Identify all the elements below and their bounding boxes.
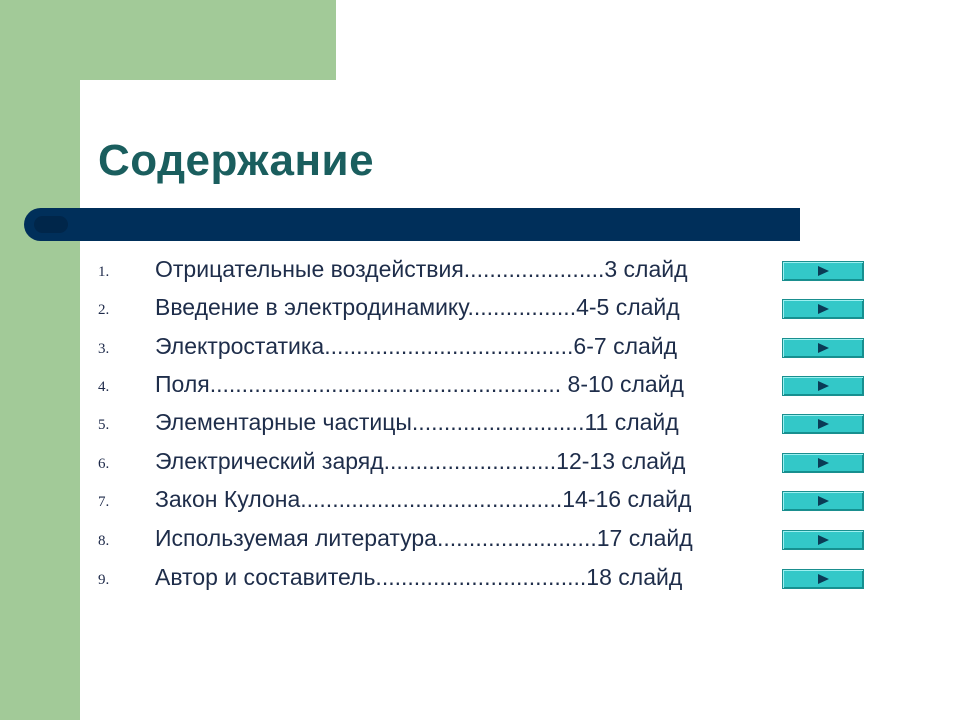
play-arrow-icon — [818, 496, 829, 506]
slide-title: Содержание — [98, 136, 375, 185]
toc-item-label: Автор и составитель.....................… — [155, 564, 683, 590]
toc-item-label: Поля....................................… — [155, 371, 684, 397]
play-arrow-icon — [818, 535, 829, 545]
toc-item-number: 6. — [98, 456, 110, 472]
go-to-slide-button[interactable] — [782, 530, 864, 550]
play-arrow-icon — [818, 304, 829, 314]
toc-item-number: 7. — [98, 494, 110, 510]
toc-item-label: Элементарные частицы....................… — [155, 409, 679, 435]
toc-item-label: Закон Кулона............................… — [155, 486, 692, 512]
toc-item-number: 2. — [98, 302, 110, 318]
toc-item-number: 4. — [98, 379, 110, 395]
toc-item-label: Электростатика..........................… — [155, 333, 678, 359]
decor-green-side-band — [0, 0, 80, 720]
toc-item: 3. Электростатика.......................… — [0, 333, 960, 363]
go-to-slide-button[interactable] — [782, 338, 864, 358]
toc-item: 4. Поля.................................… — [0, 371, 960, 401]
go-to-slide-button[interactable] — [782, 376, 864, 396]
play-arrow-icon — [818, 343, 829, 353]
toc-item-number: 3. — [98, 341, 110, 357]
go-to-slide-button[interactable] — [782, 569, 864, 589]
toc-item-number: 9. — [98, 572, 110, 588]
toc-item-label: Отрицательные воздействия...............… — [155, 256, 688, 282]
decor-rounded-corner — [80, 80, 200, 200]
go-to-slide-button[interactable] — [782, 491, 864, 511]
play-arrow-icon — [818, 381, 829, 391]
toc-item-number: 5. — [98, 417, 110, 433]
play-arrow-icon — [818, 458, 829, 468]
go-to-slide-button[interactable] — [782, 453, 864, 473]
title-underline-bar — [24, 208, 800, 241]
toc-item: 8. Используемая литература..............… — [0, 525, 960, 555]
toc-item: 2. Введение в электродинамику...........… — [0, 294, 960, 324]
play-arrow-icon — [818, 419, 829, 429]
play-arrow-icon — [818, 574, 829, 584]
go-to-slide-button[interactable] — [782, 299, 864, 319]
decor-green-top-band — [0, 0, 336, 80]
toc-item-label: Введение в электродинамику..............… — [155, 294, 680, 320]
toc-item-number: 1. — [98, 264, 110, 280]
go-to-slide-button[interactable] — [782, 414, 864, 434]
bar-end-cap — [34, 216, 68, 233]
toc-item: 1. Отрицательные воздействия............… — [0, 256, 960, 286]
toc-item: 7. Закон Кулона.........................… — [0, 486, 960, 516]
toc-item-label: Используемая литература.................… — [155, 525, 693, 551]
toc-item: 5. Элементарные частицы.................… — [0, 409, 960, 439]
toc-item: 6. Электрический заряд..................… — [0, 448, 960, 478]
toc-item-number: 8. — [98, 533, 110, 549]
toc-item-label: Электрический заряд.....................… — [155, 448, 686, 474]
play-arrow-icon — [818, 266, 829, 276]
toc-item: 9. Автор и составитель..................… — [0, 564, 960, 594]
go-to-slide-button[interactable] — [782, 261, 864, 281]
